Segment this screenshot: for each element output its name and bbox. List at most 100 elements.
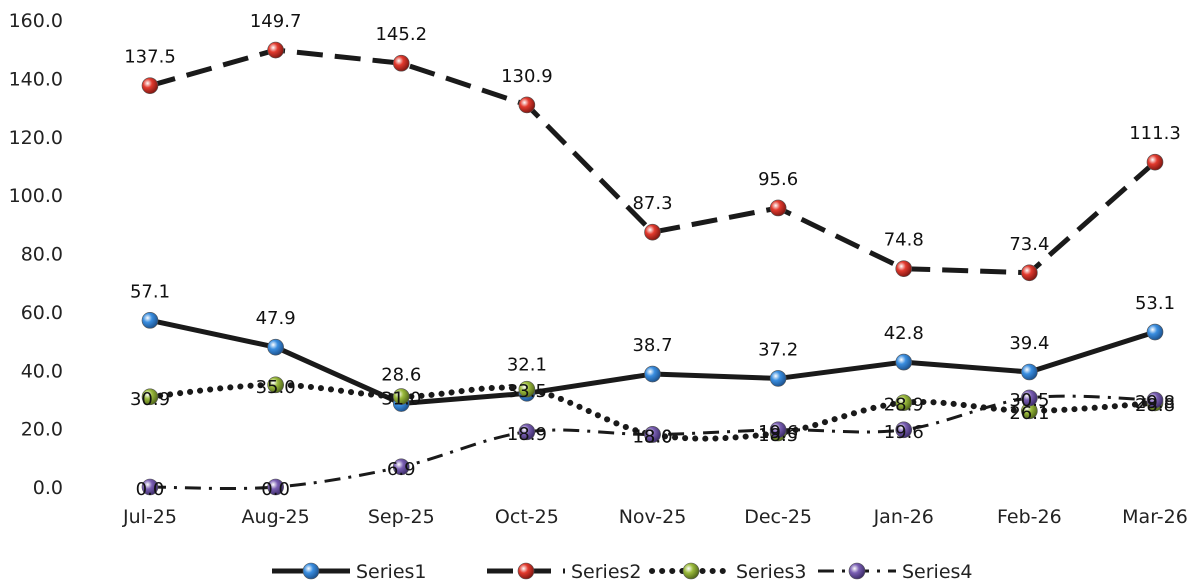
data-point-series1 — [141, 312, 159, 329]
data-point-series2 — [644, 223, 661, 241]
data-point-series4 — [1146, 391, 1164, 409]
y-tick-label: 120.0 — [9, 127, 63, 149]
data-label-series1: 28.6 — [381, 365, 421, 386]
series-lines — [147, 47, 1158, 490]
series-line-4 — [149, 394, 1156, 490]
x-tick-label: Aug-25 — [242, 506, 310, 528]
data-label-series1: 57.1 — [130, 281, 170, 302]
data-point-series2 — [518, 96, 536, 114]
data-label-series3: 18.0 — [632, 426, 672, 447]
data-point-series3 — [141, 388, 159, 406]
data-label-series3: 30.9 — [130, 389, 170, 410]
data-point-series4 — [644, 426, 661, 443]
legend-label: Series1 — [356, 561, 427, 583]
x-tick-label: Mar-26 — [1122, 506, 1188, 528]
data-label-series4: 0.0 — [261, 479, 290, 500]
data-point-series4 — [1021, 389, 1038, 407]
data-label-series3: 33.5 — [507, 381, 547, 402]
legend-label: Series4 — [902, 561, 973, 583]
data-label-series2: 73.4 — [1009, 234, 1049, 255]
legend: Series1 Series2 Series3 Series4 — [272, 561, 973, 583]
y-axis: 0.0 20.0 40.0 60.0 80.0 100.0 120.0 140.0 160.0 — [9, 10, 63, 499]
y-tick-label: 140.0 — [9, 68, 63, 90]
data-label-series1: 42.8 — [884, 323, 924, 344]
data-point-series3 — [895, 394, 913, 411]
data-label-series4: 18.9 — [507, 424, 547, 445]
data-point-series2 — [895, 260, 913, 277]
data-label-series4: 18.0 — [632, 426, 672, 447]
data-point-series3 — [518, 380, 536, 398]
data-label-series3: 31.0 — [381, 389, 421, 410]
y-tick-label: 80.0 — [21, 244, 63, 266]
x-axis: Jul-25 Aug-25 Sep-25 Oct-25 Nov-25 Dec-25 Jan-… — [122, 506, 1188, 528]
legend-item-series1: Series1 — [272, 561, 427, 583]
legend-label: Series2 — [571, 561, 642, 583]
data-point-series2 — [1146, 153, 1164, 171]
data-label-series2: 145.2 — [375, 24, 427, 45]
data-label-series4: 0.0 — [136, 479, 165, 500]
x-tick-label: Jan-26 — [873, 506, 934, 528]
x-tick-label: Feb-26 — [997, 506, 1062, 528]
data-point-series1 — [769, 370, 787, 387]
data-point-series2 — [392, 54, 410, 72]
data-label-series2: 111.3 — [1129, 123, 1181, 144]
data-point-series1 — [644, 365, 661, 383]
legend-marker-icon — [302, 562, 320, 580]
data-label-series2: 130.9 — [501, 66, 553, 87]
y-tick-label: 160.0 — [9, 10, 63, 32]
series-line-2 — [149, 47, 1157, 276]
data-point-series4 — [518, 423, 536, 441]
data-label-series1: 39.4 — [1009, 333, 1049, 354]
data-point-series1 — [267, 338, 284, 356]
x-tick-label: Oct-25 — [495, 506, 559, 528]
data-label-series4: 29.8 — [1135, 392, 1175, 413]
data-labels: 57.1 47.9 28.6 32.1 38.7 37.2 42.8 39.4 53.1 137.… — [124, 11, 1181, 500]
data-label-series1: 47.9 — [256, 308, 296, 329]
legend-item-series3: Series3 — [649, 561, 807, 583]
data-point-series4 — [392, 458, 410, 476]
data-point-series1 — [1146, 323, 1164, 341]
legend-marker-icon — [517, 562, 535, 580]
data-point-series4 — [769, 421, 787, 439]
data-label-series3: 28.8 — [1135, 395, 1175, 416]
data-point-series2 — [267, 41, 284, 59]
x-tick-label: Jul-25 — [122, 506, 177, 528]
data-label-series3: 28.9 — [884, 395, 924, 416]
legend-marker-icon — [682, 562, 700, 580]
data-point-series4 — [267, 478, 284, 496]
data-point-series4 — [141, 478, 159, 496]
data-label-series2: 87.3 — [632, 193, 672, 214]
y-tick-label: 0.0 — [33, 477, 63, 499]
data-point-series4 — [895, 421, 913, 439]
legend-marker-icon — [848, 562, 866, 580]
data-label-series2: 74.8 — [884, 230, 924, 251]
data-label-series2: 149.7 — [250, 11, 302, 32]
data-label-series3: 18.5 — [758, 425, 798, 446]
data-label-series1: 37.2 — [758, 339, 798, 360]
data-label-series2: 137.5 — [124, 47, 176, 68]
data-label-series4: 30.5 — [1009, 390, 1049, 411]
y-tick-label: 20.0 — [21, 419, 63, 441]
data-label-series4: 19.6 — [758, 422, 798, 443]
data-label-series3: 35.0 — [256, 377, 296, 398]
x-tick-label: Sep-25 — [368, 506, 435, 528]
series-markers — [141, 41, 1164, 496]
data-point-series2 — [769, 199, 787, 217]
x-tick-label: Dec-25 — [744, 506, 812, 528]
data-label-series4: 19.6 — [884, 422, 924, 443]
series-line-1 — [149, 317, 1156, 407]
data-point-series2 — [141, 77, 159, 94]
y-tick-label: 60.0 — [21, 302, 63, 324]
legend-label: Series3 — [736, 561, 807, 583]
data-point-series3 — [267, 376, 284, 394]
data-label-series2: 95.6 — [758, 169, 798, 190]
data-label-series1: 38.7 — [632, 335, 672, 356]
data-label-series4: 6.9 — [387, 459, 416, 480]
data-point-series2 — [1021, 264, 1038, 282]
data-label-series3: 26.1 — [1009, 403, 1049, 424]
legend-item-series2: Series2 — [487, 561, 642, 583]
y-tick-label: 100.0 — [9, 185, 63, 207]
data-point-series3 — [392, 388, 410, 405]
